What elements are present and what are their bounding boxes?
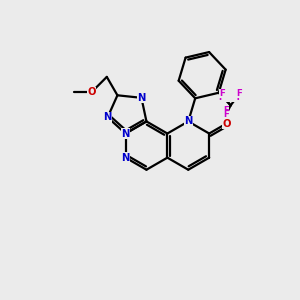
Text: F: F (223, 110, 229, 119)
Text: N: N (103, 112, 112, 122)
Text: N: N (184, 116, 193, 126)
Text: O: O (88, 87, 96, 97)
Text: F: F (219, 89, 225, 98)
Text: N: N (122, 128, 130, 139)
Text: O: O (222, 118, 231, 129)
Text: N: N (137, 93, 146, 103)
Text: F    F: F F (219, 93, 242, 102)
Text: F: F (237, 89, 242, 98)
Text: F: F (223, 106, 229, 115)
Text: N: N (122, 153, 130, 163)
